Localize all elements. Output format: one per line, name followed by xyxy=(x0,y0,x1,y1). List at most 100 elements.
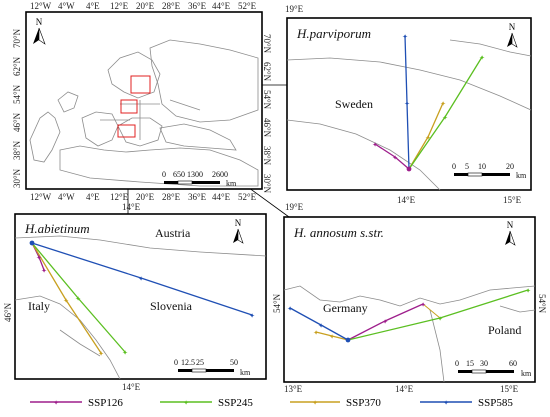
svg-text:44°E: 44°E xyxy=(212,192,231,202)
study-box-annosum xyxy=(120,99,138,114)
abietinum-lon-top: 14°E xyxy=(122,202,141,212)
centroid-start-abietinum xyxy=(29,240,35,246)
svg-text:20°E: 20°E xyxy=(136,192,155,202)
svg-text:4°E: 4°E xyxy=(86,1,100,11)
svg-text:✦: ✦ xyxy=(443,399,449,407)
svg-text:✦: ✦ xyxy=(138,275,144,283)
north-arrow-abietinum: N xyxy=(233,218,244,244)
svg-text:✦: ✦ xyxy=(437,315,443,323)
svg-text:✦: ✦ xyxy=(372,141,378,149)
svg-text:15°E: 15°E xyxy=(500,384,519,394)
svg-text:70°N: 70°N xyxy=(262,34,272,54)
panel-title-abietinum: H.abietinum xyxy=(24,221,90,236)
svg-text:28°E: 28°E xyxy=(162,1,181,11)
north-arrow-parviporum: N xyxy=(507,22,518,48)
svg-text:0: 0 xyxy=(455,359,459,368)
svg-text:38°N: 38°N xyxy=(262,146,272,166)
svg-text:SSP585: SSP585 xyxy=(478,397,513,409)
svg-text:4°W: 4°W xyxy=(58,1,75,11)
svg-text:✦: ✦ xyxy=(318,322,324,330)
svg-text:60: 60 xyxy=(509,359,517,368)
svg-text:46°N: 46°N xyxy=(262,118,272,138)
path-ssp370-abietinum xyxy=(31,242,102,354)
legend-item-ssp245: ✦ SSP245 xyxy=(160,397,253,409)
legend: ✦ SSP126 ✦ SSP245 ✦ SSP370 ✦ SSP585 xyxy=(30,397,513,409)
svg-text:70°N: 70°N xyxy=(12,28,22,48)
svg-text:km: km xyxy=(240,368,251,377)
svg-text:0: 0 xyxy=(452,162,456,171)
scale-bar-overview: 0 650 1300 2600 km xyxy=(162,170,237,188)
path-ssp585-annosum xyxy=(289,307,349,341)
place-label-slovenia: Slovenia xyxy=(150,299,193,313)
svg-text:✦: ✦ xyxy=(392,154,398,162)
path-ssp126-annosum xyxy=(347,303,424,341)
svg-text:✦: ✦ xyxy=(402,33,408,41)
path-ssp126-parviporum xyxy=(374,143,410,170)
svg-text:15°E: 15°E xyxy=(503,195,522,205)
abietinum-lon-bottom: 14°E xyxy=(122,382,141,392)
legend-item-ssp370: ✦ SSP370 xyxy=(290,397,381,409)
svg-text:19°E: 19°E xyxy=(285,202,304,212)
svg-text:4°W: 4°W xyxy=(58,192,75,202)
path-ssp245-abietinum xyxy=(31,242,126,353)
overview-lon-bottom: 12°W 4°W 4°E 12°E 20°E 28°E 36°E 44°E 52… xyxy=(30,192,257,202)
svg-text:38°N: 38°N xyxy=(12,140,22,160)
svg-text:30: 30 xyxy=(480,359,488,368)
svg-text:0: 0 xyxy=(174,358,178,367)
trajectory-abietinum: ✦ ✦ ✦ ✦ ✦ ✦ ✦ ✦ xyxy=(29,240,255,358)
svg-text:0: 0 xyxy=(162,170,166,179)
svg-text:1300: 1300 xyxy=(187,170,203,179)
path-ssp585-parviporum xyxy=(404,35,410,170)
svg-text:✦: ✦ xyxy=(440,100,446,108)
north-arrow-overview: N xyxy=(33,17,46,45)
svg-text:20°E: 20°E xyxy=(136,1,155,11)
svg-text:✦: ✦ xyxy=(41,267,47,275)
panel-title-annosum: H. annosum s.str. xyxy=(293,225,384,240)
abietinum-lat-label: 46°N xyxy=(3,302,13,322)
place-label-austria: Austria xyxy=(155,226,191,240)
svg-text:✦: ✦ xyxy=(442,114,448,122)
scale-bar-parviporum: 0 5 10 20 km xyxy=(452,162,527,180)
svg-text:15: 15 xyxy=(466,359,474,368)
svg-text:✦: ✦ xyxy=(98,350,104,358)
svg-text:14°E: 14°E xyxy=(395,384,414,394)
path-ssp370-parviporum xyxy=(408,102,444,170)
svg-text:N: N xyxy=(235,218,242,228)
svg-text:25: 25 xyxy=(196,358,204,367)
svg-text:✦: ✦ xyxy=(287,305,293,313)
trajectory-annosum: ✦ ✦ ✦ ✦ ✦ ✦ ✦ ✦ xyxy=(287,287,531,343)
study-box-abietinum xyxy=(117,124,136,138)
svg-text:✦: ✦ xyxy=(404,100,410,108)
svg-text:✦: ✦ xyxy=(122,349,128,357)
svg-text:54°N: 54°N xyxy=(262,90,272,110)
svg-text:N: N xyxy=(507,220,514,230)
svg-text:km: km xyxy=(226,179,237,188)
place-label-italy: Italy xyxy=(28,299,50,313)
svg-text:12°E: 12°E xyxy=(110,192,129,202)
svg-text:✦: ✦ xyxy=(75,295,81,303)
svg-text:5: 5 xyxy=(465,162,469,171)
svg-text:44°E: 44°E xyxy=(212,1,231,11)
annosum-lat-left: 54°N xyxy=(272,293,282,313)
svg-text:✦: ✦ xyxy=(420,301,426,309)
legend-item-ssp585: ✦ SSP585 xyxy=(420,397,513,409)
svg-text:✦: ✦ xyxy=(479,54,485,62)
svg-text:✦: ✦ xyxy=(63,297,69,305)
path-ssp370-annosum xyxy=(315,331,349,341)
north-arrow-annosum: N xyxy=(505,220,516,246)
svg-text:36°E: 36°E xyxy=(188,1,207,11)
svg-text:SSP126: SSP126 xyxy=(88,397,123,409)
svg-text:12°W: 12°W xyxy=(30,1,52,11)
annosum-lon-labels: 13°E 14°E 15°E xyxy=(284,384,519,394)
place-label-poland: Poland xyxy=(488,323,521,337)
svg-text:20: 20 xyxy=(506,162,514,171)
svg-text:30°N: 30°N xyxy=(12,168,22,188)
overview-lat-left: 70°N 62°N 54°N 46°N 38°N 30°N xyxy=(12,28,22,188)
svg-text:2600: 2600 xyxy=(212,170,228,179)
svg-text:4°E: 4°E xyxy=(86,192,100,202)
overview-map: N 0 650 1300 2600 km xyxy=(25,11,263,190)
panel-annosum: H. annosum s.str. Germany Poland N ✦ ✦ ✦… xyxy=(283,216,536,383)
svg-text:52°E: 52°E xyxy=(238,192,257,202)
svg-text:SSP245: SSP245 xyxy=(218,397,253,409)
svg-text:650: 650 xyxy=(173,170,185,179)
